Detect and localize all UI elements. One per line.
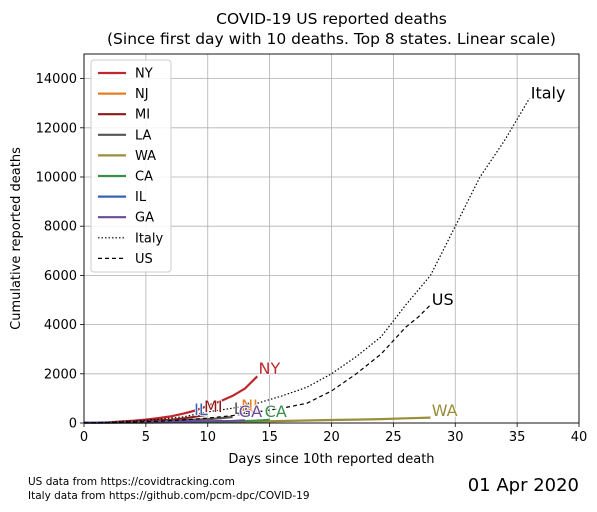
gridlines [83, 54, 580, 424]
legend: NY NJ MI LA WA CA IL GA Italy US [90, 59, 172, 273]
y-tick-label: 0 [69, 417, 77, 432]
legend-entry-mi: MI [135, 108, 150, 123]
legend-entry-ca: CA [135, 170, 153, 185]
x-tick-label: 25 [385, 430, 402, 445]
footer-source-italy: Italy data from https://github.com/pcm-d… [28, 490, 310, 502]
x-tick-label: 10 [199, 430, 216, 445]
x-tick-label: 30 [447, 430, 464, 445]
title-line-2: (Since first day with 10 deaths. Top 8 s… [107, 30, 556, 48]
legend-entry-il: IL [135, 190, 147, 205]
x-tick-label: 35 [509, 430, 526, 445]
end-label-ca: CA [265, 402, 287, 421]
chart-title: COVID-19 US reported deaths (Since first … [107, 10, 556, 48]
y-tick-label: 8000 [44, 220, 77, 235]
end-label-nj: NJ [241, 396, 258, 415]
x-tick-label: 0 [80, 430, 88, 445]
end-label-ga: GA [239, 402, 262, 421]
y-tick-label: 4000 [44, 318, 77, 333]
y-tick-label: 6000 [44, 269, 77, 284]
y-tick-label: 2000 [44, 367, 77, 382]
series-line-ga [83, 419, 245, 424]
end-label-ny: NY [258, 359, 280, 378]
axes: 0 5 10 15 20 25 30 35 40 0 2000 4000 6000 8000 10000 12… [9, 53, 588, 467]
y-tick-label: 10000 [36, 171, 77, 186]
end-label-us: US [432, 290, 454, 309]
date-label: 01 Apr 2020 [467, 475, 579, 496]
end-label-il: IL [194, 400, 208, 419]
end-label-mi: MI [204, 397, 223, 416]
x-tick-label: 40 [571, 430, 588, 445]
legend-entry-nj: NJ [135, 87, 149, 102]
series-line-us [83, 304, 431, 424]
plot-frame [83, 53, 580, 424]
series-line-italy [83, 97, 531, 424]
x-tick-label: 20 [323, 430, 340, 445]
y-axis-label: Cumulative reported deaths [9, 147, 24, 330]
legend-entry-la: LA [135, 128, 152, 143]
x-tick-label: 5 [142, 430, 150, 445]
x-axis-label: Days since 10th reported death [228, 452, 434, 467]
end-label-la: LA [234, 399, 254, 418]
y-tick-label: 12000 [36, 121, 77, 136]
legend-entry-ga: GA [135, 211, 154, 226]
end-label-italy: Italy [531, 83, 566, 102]
title-line-1: COVID-19 US reported deaths [216, 10, 447, 28]
legend-entry-ny: NY [135, 67, 153, 82]
y-tick-label: 14000 [36, 72, 77, 87]
footer-source-us: US data from https://covidtracking.com [28, 476, 235, 488]
end-label-wa: WA [432, 401, 458, 420]
legend-entry-italy: Italy [135, 231, 164, 246]
legend-entry-wa: WA [135, 149, 156, 164]
legend-entry-us: US [135, 252, 153, 267]
legend-box [90, 59, 172, 273]
x-tick-label: 15 [261, 430, 278, 445]
